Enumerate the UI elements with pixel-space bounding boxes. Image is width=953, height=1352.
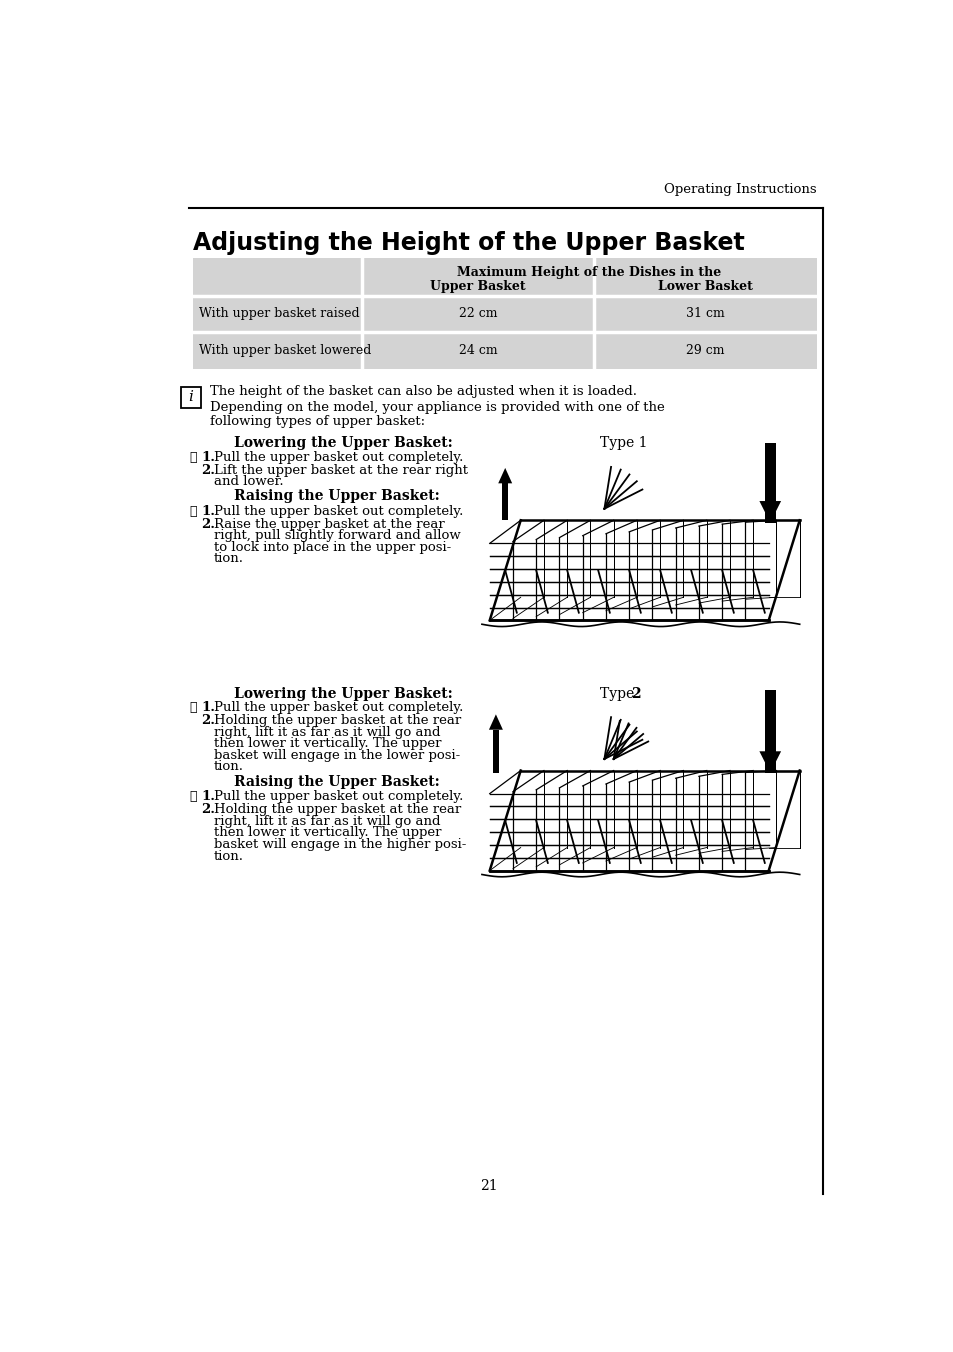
Text: right, lift it as far as it will go and: right, lift it as far as it will go and <box>213 726 440 738</box>
Text: ☞: ☞ <box>189 504 196 518</box>
Text: 2.: 2. <box>201 714 215 727</box>
Polygon shape <box>497 468 512 483</box>
Bar <box>764 443 775 523</box>
Text: Raising the Upper Basket:: Raising the Upper Basket: <box>233 775 439 790</box>
Text: 2.: 2. <box>201 518 215 530</box>
Bar <box>502 483 507 521</box>
Text: Raising the Upper Basket:: Raising the Upper Basket: <box>233 489 439 503</box>
Text: basket will engage in the lower posi-: basket will engage in the lower posi- <box>213 749 459 761</box>
Text: With upper basket lowered: With upper basket lowered <box>199 345 371 357</box>
Text: 2: 2 <box>630 687 639 700</box>
Text: tion.: tion. <box>213 849 244 863</box>
Text: i: i <box>189 391 193 404</box>
Text: then lower it vertically. The upper: then lower it vertically. The upper <box>213 826 441 840</box>
Text: Pull the upper basket out completely.: Pull the upper basket out completely. <box>213 450 463 464</box>
Bar <box>193 258 816 369</box>
Text: 1.: 1. <box>201 450 215 464</box>
Text: With upper basket raised: With upper basket raised <box>199 307 359 320</box>
Text: 24 cm: 24 cm <box>458 345 497 357</box>
Text: then lower it vertically. The upper: then lower it vertically. The upper <box>213 737 441 750</box>
Text: following types of upper basket:: following types of upper basket: <box>210 415 425 429</box>
Text: The height of the basket can also be adjusted when it is loaded.: The height of the basket can also be adj… <box>210 385 637 399</box>
Text: basket will engage in the higher posi-: basket will engage in the higher posi- <box>213 838 466 850</box>
Text: Type: Type <box>599 687 638 700</box>
Text: Upper Basket: Upper Basket <box>430 280 525 293</box>
Text: Type 1: Type 1 <box>599 437 646 450</box>
Text: Maximum Height of the Dishes in the: Maximum Height of the Dishes in the <box>456 266 720 279</box>
Text: Adjusting the Height of the Upper Basket: Adjusting the Height of the Upper Basket <box>193 231 744 256</box>
Text: to lock into place in the upper posi-: to lock into place in the upper posi- <box>213 541 451 554</box>
Text: 1.: 1. <box>201 504 215 518</box>
Text: 31 cm: 31 cm <box>685 307 724 320</box>
Text: ☞: ☞ <box>189 790 196 803</box>
Text: Holding the upper basket at the rear: Holding the upper basket at the rear <box>213 803 460 817</box>
Text: tion.: tion. <box>213 760 244 773</box>
Text: Pull the upper basket out completely.: Pull the upper basket out completely. <box>213 790 463 803</box>
Text: Pull the upper basket out completely.: Pull the upper basket out completely. <box>213 700 463 714</box>
Text: 29 cm: 29 cm <box>685 345 724 357</box>
Text: Lowering the Upper Basket:: Lowering the Upper Basket: <box>233 687 453 700</box>
Text: Holding the upper basket at the rear: Holding the upper basket at the rear <box>213 714 460 727</box>
Text: and lower.: and lower. <box>213 476 283 488</box>
Text: Operating Instructions: Operating Instructions <box>663 184 816 196</box>
Text: 22 cm: 22 cm <box>458 307 497 320</box>
Bar <box>181 387 200 408</box>
Text: ☞: ☞ <box>189 450 196 464</box>
Text: ☞: ☞ <box>189 700 196 714</box>
Bar <box>493 730 498 773</box>
Text: 21: 21 <box>479 1179 497 1194</box>
Text: Depending on the model, your appliance is provided with one of the: Depending on the model, your appliance i… <box>210 402 664 414</box>
Text: Lift the upper basket at the rear right: Lift the upper basket at the rear right <box>213 464 467 477</box>
Text: right, lift it as far as it will go and: right, lift it as far as it will go and <box>213 815 440 827</box>
Text: 1.: 1. <box>201 790 215 803</box>
Polygon shape <box>488 714 502 730</box>
Text: 2.: 2. <box>201 464 215 477</box>
Text: right, pull slightly forward and allow: right, pull slightly forward and allow <box>213 529 460 542</box>
Bar <box>764 690 775 773</box>
Polygon shape <box>759 502 781 523</box>
Text: tion.: tion. <box>213 552 244 565</box>
Text: Lowering the Upper Basket:: Lowering the Upper Basket: <box>233 437 453 450</box>
Text: Lower Basket: Lower Basket <box>658 280 752 293</box>
Polygon shape <box>759 752 781 773</box>
Text: 2.: 2. <box>201 803 215 817</box>
Text: Raise the upper basket at the rear: Raise the upper basket at the rear <box>213 518 444 530</box>
Text: Pull the upper basket out completely.: Pull the upper basket out completely. <box>213 504 463 518</box>
Text: 1.: 1. <box>201 700 215 714</box>
